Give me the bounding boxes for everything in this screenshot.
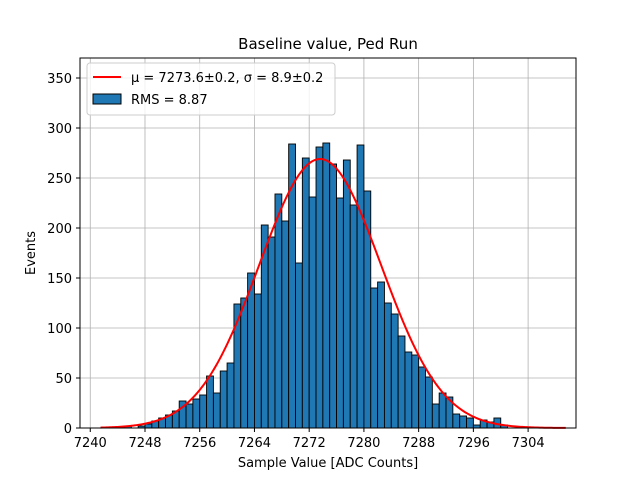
histogram-bar — [206, 375, 214, 429]
histogram-bar — [383, 302, 392, 429]
histogram-bar — [342, 159, 351, 429]
x-tick-label: 7248 — [128, 436, 161, 451]
x-tick-label: 7288 — [402, 436, 435, 451]
histogram-bar — [431, 403, 440, 429]
histogram-bar — [226, 362, 235, 429]
histogram-bar — [418, 366, 426, 429]
legend-histogram-swatch — [92, 93, 122, 105]
histogram-bar — [404, 351, 413, 429]
legend: μ = 7273.6±0.2, σ = 8.9±0.2 RMS = 8.87 — [86, 62, 336, 116]
x-tick-label: 7296 — [457, 436, 490, 451]
histogram-bar — [336, 197, 344, 429]
histogram-bar — [452, 413, 461, 429]
histogram-bar — [281, 220, 290, 429]
histogram-bar — [301, 157, 310, 429]
histogram-bar — [370, 287, 379, 429]
y-axis-label: Events — [24, 231, 39, 275]
histogram-bar — [377, 281, 385, 429]
histogram-bar — [254, 293, 262, 429]
x-tick-label: 7240 — [74, 436, 107, 451]
histogram-bar — [390, 313, 399, 429]
y-tick-label: 350 — [47, 72, 72, 87]
histogram-bar — [322, 142, 331, 429]
histogram-bar — [247, 272, 255, 429]
x-tick-label: 7280 — [347, 436, 380, 451]
histogram-bar — [397, 335, 406, 429]
y-tick-label: 50 — [55, 372, 72, 387]
histogram-bar — [315, 146, 324, 429]
histogram-bar — [274, 193, 283, 429]
histogram-bar — [308, 196, 317, 429]
histogram-bar — [295, 262, 303, 429]
legend-fit-label: μ = 7273.6±0.2, σ = 8.9±0.2 — [131, 71, 323, 86]
histogram-bar — [144, 423, 153, 429]
x-tick-label: 7256 — [183, 436, 216, 451]
x-axis-label: Sample Value [ADC Counts] — [238, 456, 418, 471]
x-tick-label: 7272 — [293, 436, 326, 451]
x-tick-label: 7264 — [238, 436, 271, 451]
y-tick-label: 200 — [47, 222, 72, 237]
histogram-bar — [185, 403, 194, 429]
x-axis-ticks: 7240 7248 7256 7264 7272 7280 7288 7296 7304 — [74, 428, 545, 451]
histogram-bar — [466, 417, 474, 429]
histogram-bar — [438, 392, 447, 429]
histogram-bar — [425, 376, 433, 429]
y-tick-label: 150 — [47, 272, 72, 287]
histogram-bar — [411, 354, 420, 429]
histogram-bar — [459, 415, 467, 429]
histogram-bar — [356, 144, 365, 429]
histogram-bar — [329, 163, 338, 429]
histogram-bar — [192, 398, 201, 429]
legend-box — [86, 62, 336, 116]
histogram-bar — [212, 392, 221, 429]
y-tick-label: 300 — [47, 122, 72, 137]
histogram-bar — [240, 297, 249, 429]
fit-curve — [100, 158, 566, 429]
plot-frame — [79, 57, 577, 429]
histogram-bar — [219, 370, 228, 429]
histogram-bar — [267, 236, 276, 429]
histogram-bar — [199, 394, 208, 429]
histogram-bar — [349, 204, 358, 429]
y-axis-ticks: 0 50 100 150 200 250 300 350 — [47, 72, 80, 437]
y-tick-label: 100 — [47, 322, 72, 337]
y-tick-label: 250 — [47, 172, 72, 187]
legend-histogram-label: RMS = 8.87 — [131, 93, 208, 108]
y-tick-label: 0 — [64, 422, 72, 437]
histogram-bars — [124, 142, 509, 429]
chart-title: Baseline value, Ped Run — [238, 35, 418, 53]
x-tick-label: 7304 — [512, 436, 545, 451]
